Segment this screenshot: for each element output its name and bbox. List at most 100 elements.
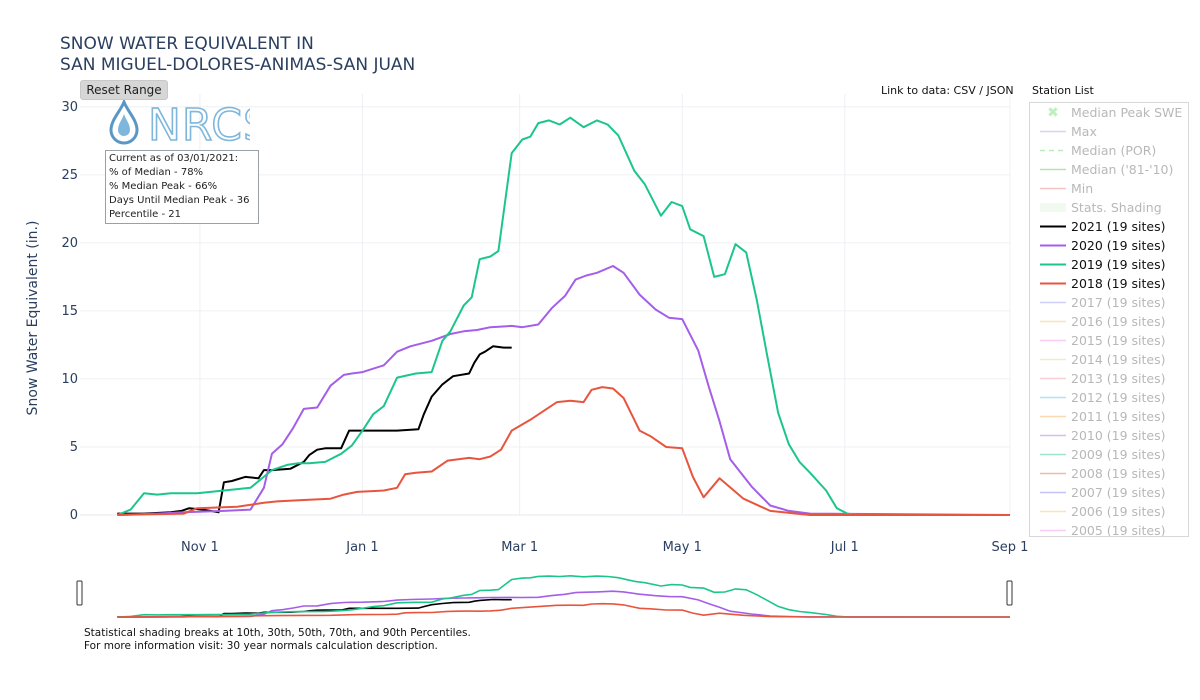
range-slider-right-handle[interactable] — [1006, 580, 1013, 606]
y-tick-label: 30 — [61, 100, 78, 115]
legend-item[interactable]: 2016 (19 sites) — [1030, 312, 1188, 331]
legend-swatch: ✖ — [1038, 103, 1068, 122]
station-list-label[interactable]: Station List — [1032, 84, 1094, 97]
legend-item[interactable]: 2020 (19 sites) — [1030, 236, 1188, 255]
legend-item[interactable]: 2009 (19 sites) — [1030, 445, 1188, 464]
legend-swatch — [1038, 293, 1068, 312]
y-tick-label: 20 — [61, 236, 78, 251]
link-to-data: Link to data: CSV / JSON — [881, 84, 1014, 97]
legend-item[interactable]: 2014 (19 sites) — [1030, 350, 1188, 369]
legend-item[interactable]: 2021 (19 sites) — [1030, 217, 1188, 236]
legend-item[interactable]: Min — [1030, 179, 1188, 198]
link-to-data-label: Link to data: — [881, 84, 951, 97]
legend-swatch — [1038, 122, 1068, 141]
legend-swatch — [1038, 141, 1068, 160]
legend-label: Min — [1071, 181, 1094, 196]
legend-swatch — [1038, 274, 1068, 293]
x-tick-label: Sep 1 — [992, 540, 1029, 555]
legend-swatch — [1038, 217, 1068, 236]
axis-layer: 0 5 10 15 20 25 30 Nov 1 Jan 1 Mar 1 May 1 Jul 1 Sep… — [61, 100, 1028, 555]
legend-swatch — [1038, 521, 1068, 536]
legend-swatch — [1038, 369, 1068, 388]
normals-description-link[interactable]: 30 year normals calculation description. — [226, 640, 438, 652]
slider-series-line-2018 — [117, 602, 1010, 618]
legend-item[interactable]: 2017 (19 sites) — [1030, 293, 1188, 312]
x-marker-icon: ✖ — [1047, 105, 1059, 121]
legend-swatch — [1038, 331, 1068, 350]
legend-item[interactable]: 2006 (19 sites) — [1030, 502, 1188, 521]
legend-item[interactable]: 2019 (19 sites) — [1030, 255, 1188, 274]
y-tick-label: 0 — [70, 508, 78, 523]
json-link[interactable]: JSON — [986, 84, 1014, 97]
current-stats-box: Current as of 03/01/2021: % of Median - … — [105, 150, 259, 224]
legend-label: 2019 (19 sites) — [1071, 257, 1166, 272]
legend-label: 2010 (19 sites) — [1071, 428, 1166, 443]
slider-series-line-2020 — [117, 590, 1011, 618]
footnote-shading: Statistical shading breaks at 10th, 30th… — [84, 627, 471, 639]
legend-swatch — [1038, 483, 1068, 502]
series-layer — [116, 116, 1011, 516]
legend-item[interactable]: 2007 (19 sites) — [1030, 483, 1188, 502]
legend-label: Median (POR) — [1071, 143, 1157, 158]
legend-swatch — [1038, 160, 1068, 179]
series-line-2019[interactable] — [116, 116, 1010, 516]
legend-swatch — [1038, 426, 1068, 445]
legend-item[interactable]: 2018 (19 sites) — [1030, 274, 1188, 293]
legend-swatch — [1038, 255, 1068, 274]
legend-item[interactable]: 2013 (19 sites) — [1030, 369, 1188, 388]
stats-days-until-peak: Days Until Median Peak - 36 — [109, 195, 250, 206]
legend-label: 2014 (19 sites) — [1071, 352, 1166, 367]
legend: ✖ Median Peak SWE Max Median (POR) Median ('… — [1029, 102, 1189, 537]
legend-item[interactable]: ✖ Median Peak SWE — [1030, 103, 1188, 122]
legend-item[interactable]: 2008 (19 sites) — [1030, 464, 1188, 483]
y-tick-label: 15 — [61, 304, 78, 319]
legend-item[interactable]: Median (POR) — [1030, 141, 1188, 160]
x-tick-label: Mar 1 — [501, 540, 538, 555]
legend-item[interactable]: Max — [1030, 122, 1188, 141]
legend-label: 2011 (19 sites) — [1071, 409, 1166, 424]
x-tick-label: Jul 1 — [830, 540, 859, 555]
water-drop-icon — [109, 100, 139, 145]
legend-label: 2021 (19 sites) — [1071, 219, 1166, 234]
legend-label: Median ('81-'10) — [1071, 162, 1174, 177]
legend-label: Max — [1071, 124, 1097, 139]
range-slider-left-handle[interactable] — [76, 580, 83, 606]
legend-swatch — [1038, 388, 1068, 407]
series-line-2021[interactable] — [117, 345, 512, 515]
main-chart[interactable]: 0 5 10 15 20 25 30 Nov 1 Jan 1 Mar 1 May 1 Jul 1 Sep… — [0, 0, 1200, 560]
footnote-info-prefix: For more information visit: — [84, 640, 224, 652]
legend-item[interactable]: 2011 (19 sites) — [1030, 407, 1188, 426]
legend-swatch — [1038, 350, 1068, 369]
legend-label: 2009 (19 sites) — [1071, 447, 1166, 462]
legend-item[interactable]: Stats. Shading — [1030, 198, 1188, 217]
legend-swatch — [1038, 236, 1068, 255]
y-axis-label: Snow Water Equivalent (in.) — [25, 220, 41, 416]
legend-label: 2008 (19 sites) — [1071, 466, 1166, 481]
legend-item[interactable]: 2005 (19 sites) — [1030, 521, 1188, 537]
legend-item[interactable]: 2012 (19 sites) — [1030, 388, 1188, 407]
legend-item[interactable]: 2010 (19 sites) — [1030, 426, 1188, 445]
legend-swatch — [1038, 502, 1068, 521]
x-tick-label: Jan 1 — [345, 540, 378, 555]
x-tick-label: Nov 1 — [181, 540, 219, 555]
legend-swatch — [1038, 198, 1068, 217]
reset-range-button[interactable]: Reset Range — [80, 80, 168, 100]
legend-swatch — [1038, 464, 1068, 483]
legend-item[interactable]: Median ('81-'10) — [1030, 160, 1188, 179]
nrcs-logo: NRCS — [109, 100, 250, 146]
csv-link[interactable]: CSV — [953, 84, 976, 97]
series-line-2018[interactable] — [117, 386, 1010, 516]
legend-swatch — [1038, 179, 1068, 198]
footnote: Statistical shading breaks at 10th, 30th… — [84, 627, 471, 653]
legend-label: Stats. Shading — [1071, 200, 1162, 215]
legend-label: 2018 (19 sites) — [1071, 276, 1166, 291]
legend-label: 2005 (19 sites) — [1071, 523, 1166, 537]
legend-item[interactable]: 2015 (19 sites) — [1030, 331, 1188, 350]
chart-title-line2: SAN MIGUEL-DOLORES-ANIMAS-SAN JUAN — [60, 55, 416, 75]
legend-swatch — [1038, 445, 1068, 464]
legend-label: 2015 (19 sites) — [1071, 333, 1166, 348]
series-line-2020[interactable] — [117, 265, 1011, 516]
range-slider[interactable] — [0, 568, 1200, 638]
legend-label: Median Peak SWE — [1071, 105, 1183, 120]
y-tick-label: 25 — [61, 168, 78, 183]
